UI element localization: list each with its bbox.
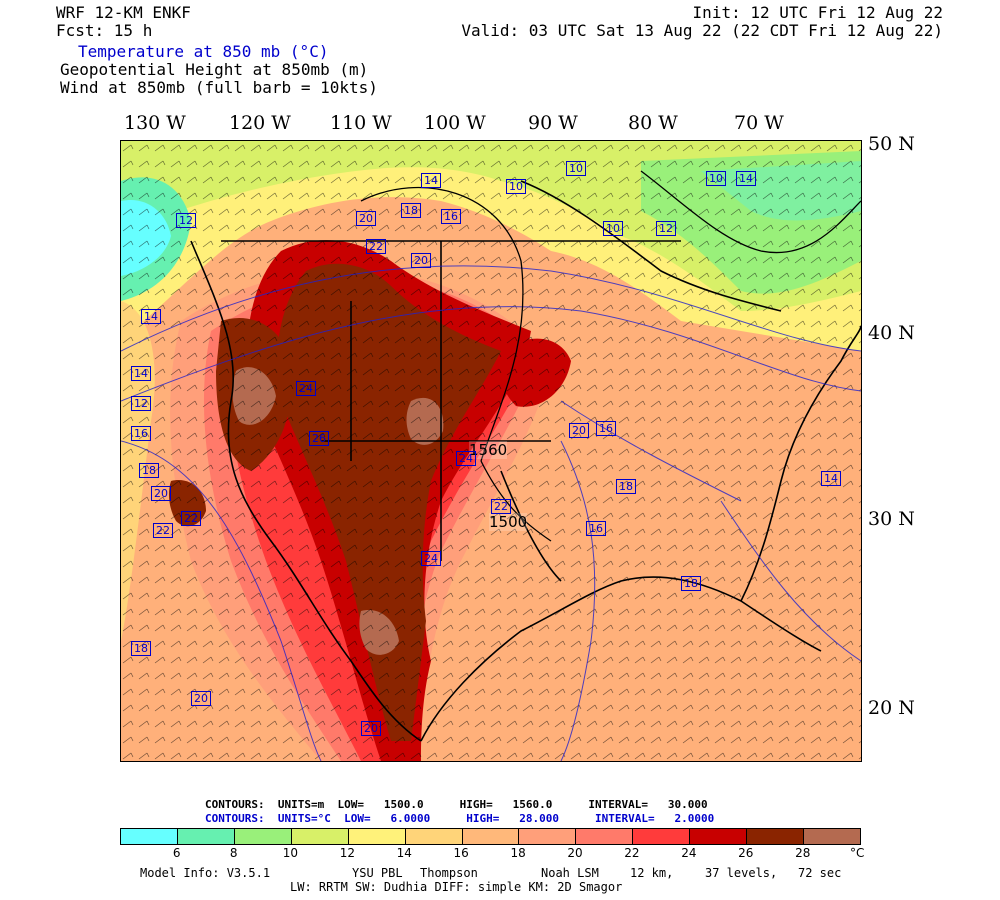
temperature-contour-label: 16 (596, 421, 616, 436)
colorbar-swatch (575, 828, 634, 845)
temperature-contour-label: 10 (506, 179, 526, 194)
temperature-contour-label: 10 (566, 161, 586, 176)
init-time: Init: 12 UTC Fri 12 Aug 22 (692, 3, 943, 22)
temperature-contour-label: 18 (616, 479, 636, 494)
colorbar-tick-label: 26 (738, 846, 754, 860)
valid-time: Valid: 03 UTC Sat 13 Aug 22 (22 CDT Fri … (461, 21, 943, 40)
field-wind-label: Wind at 850mb (full barb = 10kts) (60, 78, 378, 97)
colorbar-tick-label: 6 (172, 846, 181, 860)
temperature-contour-label: 14 (131, 366, 151, 381)
temperature-contour-label: 10 (603, 221, 623, 236)
colorbar-tick-label: 8 (229, 846, 238, 860)
height-contour-label: 1500 (489, 513, 528, 531)
temperature-contour-label: 26 (309, 431, 329, 446)
colorbar-tick-label: 14 (396, 846, 412, 860)
levels-info: 37 levels, (705, 866, 778, 880)
temperature-contour-label: 20 (411, 253, 431, 268)
colorbar-swatch (290, 828, 349, 845)
colorbar-tick-label: 10 (282, 846, 299, 860)
lon-label: 130 W (124, 112, 186, 134)
lsm-info: Noah LSM (541, 866, 599, 880)
pbl-info: YSU PBL (352, 866, 403, 880)
lon-label: 120 W (229, 112, 291, 134)
colorbar-swatch (404, 828, 463, 845)
temperature-contour-label: 20 (361, 721, 381, 736)
colorbar-tick-label: 22 (624, 846, 640, 860)
colorbar-unit: °C (850, 846, 865, 860)
lat-label: 40 N (868, 322, 915, 344)
temperature-field (121, 141, 861, 761)
temperature-contour-label: 12 (131, 396, 151, 411)
temperature-contours-info: CONTOURS: UNITS=°C LOW= 6.0000 HIGH= 28.0… (205, 812, 715, 825)
colorbar-swatch (632, 828, 691, 845)
temperature-contour-label: 14 (821, 471, 841, 486)
temperature-contour-label: 18 (681, 576, 701, 591)
colorbar-swatch (803, 828, 861, 845)
colorbar-swatch (746, 828, 805, 845)
timestep-info: 72 sec (798, 866, 842, 880)
colorbar-swatch (518, 828, 577, 845)
lon-label: 70 W (734, 112, 784, 134)
temperature-contour-label: 20 (356, 211, 376, 226)
colorbar-swatch (461, 828, 520, 845)
temperature-contour-label: 16 (441, 209, 461, 224)
model-title: WRF 12-KM ENKF (56, 3, 191, 22)
colorbar-tick-label: 16 (453, 846, 469, 860)
temperature-contour-label: 18 (401, 203, 421, 218)
colorbar-swatch (689, 828, 748, 845)
temperature-contour-label: 18 (131, 641, 151, 656)
temperature-contour-label: 10 (706, 171, 726, 186)
height-contours-info: CONTOURS: UNITS=m LOW= 1500.0 HIGH= 1560.… (205, 798, 708, 811)
colorbar-swatch (233, 828, 292, 845)
colorbar-tick-label: 12 (339, 846, 355, 860)
temperature-contour-label: 14 (421, 173, 441, 188)
colorbar-swatch (176, 828, 235, 845)
temperature-contour-label: 18 (139, 463, 159, 478)
temperature-contour-label: 22 (181, 511, 201, 526)
lon-label: 80 W (628, 112, 678, 134)
field-temperature-label: Temperature at 850 mb (°C) (78, 42, 329, 61)
weather-map: 1560 1500 10 14 10 18 20 16 12 10 10 14 12 22 20 14 14… (120, 140, 862, 762)
temperature-contour-label: 20 (151, 486, 171, 501)
temperature-contour-label: 24 (296, 381, 316, 396)
height-contour-label: 1560 (469, 441, 508, 459)
temperature-contour-label: 24 (456, 451, 476, 466)
temperature-contour-label: 20 (569, 423, 589, 438)
temperature-contour-label: 22 (153, 523, 173, 538)
lat-label: 50 N (868, 133, 915, 155)
lon-label: 110 W (330, 112, 392, 134)
colorbar-tick-label: 28 (795, 846, 811, 860)
lon-label: 90 W (528, 112, 578, 134)
temperature-contour-label: 16 (586, 521, 606, 536)
resolution-info: 12 km, (630, 866, 674, 880)
lat-label: 30 N (868, 508, 915, 530)
model-info: Model Info: V3.5.1 (140, 866, 271, 880)
temperature-contour-label: 12 (176, 213, 196, 228)
temperature-contour-label: 12 (656, 221, 676, 236)
microphysics-info: Thompson (420, 866, 478, 880)
lat-label: 20 N (868, 697, 915, 719)
temperature-contour-label: 14 (736, 171, 756, 186)
colorbar-tick-label: 20 (567, 846, 583, 860)
temperature-contour-label: 22 (491, 499, 511, 514)
colorbar-swatch (347, 828, 406, 845)
colorbar-tick-label: 18 (510, 846, 526, 860)
temperature-contour-label: 20 (191, 691, 211, 706)
field-height-label: Geopotential Height at 850mb (m) (60, 60, 369, 79)
temperature-contour-label: 16 (131, 426, 151, 441)
temperature-contour-label: 24 (421, 551, 441, 566)
temperature-contour-label: 22 (366, 239, 386, 254)
colorbar-tick-label: 24 (681, 846, 697, 860)
lon-label: 100 W (424, 112, 486, 134)
temperature-contour-label: 14 (141, 309, 161, 324)
physics-info: LW: RRTM SW: Dudhia DIFF: simple KM: 2D … (290, 880, 623, 894)
colorbar-swatch (120, 828, 178, 845)
forecast-hour: Fcst: 15 h (56, 21, 153, 40)
